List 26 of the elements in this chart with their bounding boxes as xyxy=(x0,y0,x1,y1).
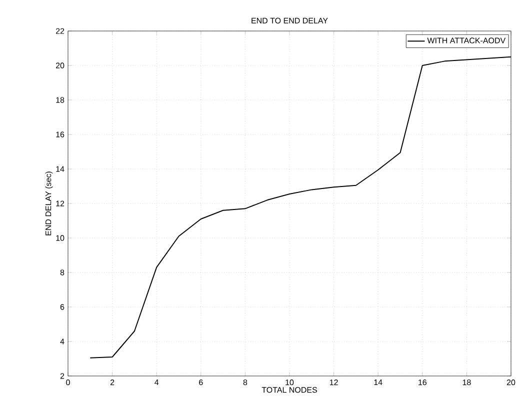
y-axis-title: END DELAY (sec) xyxy=(45,172,53,236)
x-tick-label: 10 xyxy=(286,380,294,386)
x-tick-label: 6 xyxy=(199,380,203,386)
legend-label: WITH ATTACK-AODV xyxy=(427,38,506,44)
y-tick-label: 22 xyxy=(56,28,64,34)
x-tick-label: 2 xyxy=(110,380,114,386)
y-tick-label: 20 xyxy=(56,62,64,68)
x-tick-label: 0 xyxy=(66,380,70,386)
y-tick-label: 12 xyxy=(56,200,64,206)
y-tick-label: 2 xyxy=(60,373,64,379)
y-tick-label: 14 xyxy=(56,166,64,172)
y-tick-label: 10 xyxy=(56,235,64,241)
x-tick-label: 18 xyxy=(462,380,471,386)
x-tick-label: 4 xyxy=(154,380,159,386)
chart-title: END TO END DELAY xyxy=(252,18,328,24)
x-tick-label: 12 xyxy=(330,380,338,386)
x-tick-label: 8 xyxy=(243,380,248,386)
y-tick-label: 8 xyxy=(60,270,64,276)
y-tick-label: 18 xyxy=(56,97,64,103)
x-tick-label: 14 xyxy=(374,380,382,386)
y-tick-label: 6 xyxy=(60,304,64,310)
y-tick-label: 16 xyxy=(56,132,64,138)
x-tick-label: 20 xyxy=(506,380,516,386)
x-tick-label: 16 xyxy=(418,380,426,386)
x-axis-title: TOTAL NODES xyxy=(262,387,317,393)
y-tick-label: 4 xyxy=(60,338,64,344)
